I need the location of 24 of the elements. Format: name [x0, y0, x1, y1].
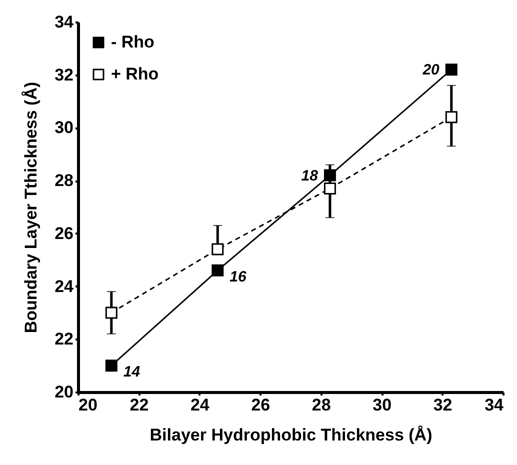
annotation: 18	[301, 167, 319, 184]
annotation: 20	[422, 62, 440, 79]
y-tick-label: 24	[54, 276, 74, 296]
x-tick-label: 30	[372, 396, 392, 414]
y-tick-label: 22	[54, 330, 74, 349]
y-tick-label: 30	[54, 118, 74, 138]
y-tick-label: 32	[54, 65, 74, 84]
y-tick-label: 20	[54, 382, 74, 402]
annotation: 14	[123, 364, 141, 381]
x-axis-title: Bilayer Hydrophobic Thickness (Å)	[150, 426, 432, 444]
annotation: 16	[230, 268, 247, 286]
x-tick-label: 20	[78, 396, 98, 414]
y-tick-label: 28	[54, 171, 74, 190]
y-tick-label: 26	[54, 224, 74, 243]
x-tick-label: 26	[251, 396, 270, 414]
x-tick-label: 28	[312, 396, 331, 414]
x-tick-label: 34	[484, 396, 504, 414]
x-tick-label: 32	[433, 396, 452, 414]
y-tick-label: 34	[54, 12, 74, 32]
x-tick-label: 22	[130, 396, 149, 414]
legend-label: + Rho	[111, 64, 159, 84]
y-axis-title: Boundary Layer Tthickness (Å)	[22, 82, 41, 334]
x-tick-label: 24	[190, 396, 210, 414]
legend-label: - Rho	[111, 32, 154, 52]
